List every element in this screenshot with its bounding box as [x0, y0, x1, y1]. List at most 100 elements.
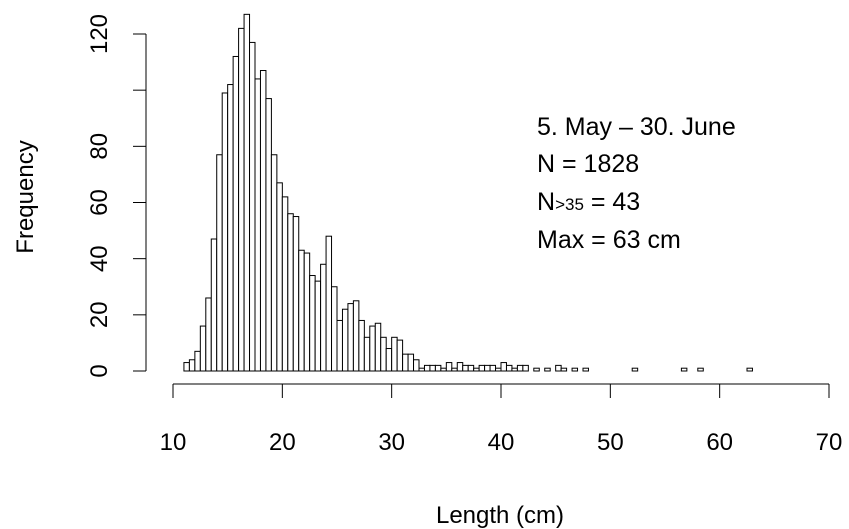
y-tick-label: 120: [86, 14, 113, 54]
annotation-n-over-35: N>35 = 43: [537, 188, 640, 216]
y-tick-label: 0: [86, 364, 113, 377]
histogram-bar: [555, 364, 562, 372]
histogram-bar: [456, 362, 464, 372]
x-tick-label: 60: [706, 429, 733, 456]
histogram-bar: [352, 300, 360, 372]
histogram-bar: [407, 353, 415, 372]
histogram-bar: [418, 367, 425, 372]
histogram-bar: [309, 275, 316, 372]
histogram-bar: [341, 308, 349, 372]
annotation-n-over-35-value: = 43: [584, 188, 640, 216]
histogram-bar: [298, 249, 305, 372]
histogram-bar: [434, 364, 442, 372]
histogram-bar: [369, 325, 376, 372]
histogram-bar: [320, 263, 327, 372]
y-tick-label: 80: [86, 133, 113, 160]
x-tick-label: 40: [488, 429, 515, 456]
histogram-bar: [325, 235, 333, 372]
histogram-bar: [560, 367, 568, 372]
annotation-block: 5. May – 30. June N = 1828 N>35 = 43 Max…: [537, 113, 736, 254]
histogram-bar: [385, 348, 393, 372]
histogram-bar: [303, 252, 311, 372]
histogram-bar: [238, 27, 245, 372]
histogram-bar: [259, 70, 267, 372]
histogram-bar: [227, 84, 234, 372]
x-tick-label: 70: [816, 429, 843, 456]
histogram-bar: [544, 367, 551, 372]
histogram-bar: [516, 364, 524, 372]
histogram-bar: [276, 182, 283, 372]
annotation-max: Max = 63 cm: [537, 226, 681, 254]
x-tick-label: 20: [269, 429, 296, 456]
annotation-n-subscript: >35: [555, 195, 584, 214]
x-axis: 10 20 30 40 50 60 70: [160, 383, 843, 456]
histogram-bar: [292, 216, 300, 372]
histogram-bar: [489, 364, 497, 372]
histogram-bar: [522, 364, 529, 372]
histogram-bar: [249, 41, 256, 372]
histogram-bar: [423, 364, 431, 372]
histogram-bar: [680, 367, 688, 372]
histogram-bar: [254, 78, 261, 372]
histogram-bar: [391, 336, 398, 372]
histogram-bar: [571, 367, 579, 372]
histogram-bar: [221, 92, 229, 372]
histogram-bar: [199, 325, 207, 372]
histogram-bar: [746, 367, 753, 372]
histogram-bar: [462, 364, 469, 372]
histogram-bar: [413, 359, 420, 372]
histogram-bars: [183, 13, 753, 372]
x-tick-label: 50: [597, 429, 624, 456]
histogram-bar: [445, 362, 453, 372]
histogram-bar: [374, 322, 382, 372]
histogram-bar: [281, 196, 289, 372]
histogram-bar: [205, 297, 212, 372]
histogram-bar: [511, 367, 518, 372]
histogram-bar: [287, 213, 294, 372]
histogram-bar: [505, 364, 513, 372]
histogram-bar: [429, 364, 436, 372]
histogram-bar: [232, 55, 240, 372]
histogram-bar: [440, 367, 447, 372]
histogram-bar: [243, 13, 251, 372]
histogram-bar: [402, 353, 409, 372]
y-tick-label: 60: [86, 189, 113, 216]
histogram-bar: [451, 367, 458, 372]
histogram-bar: [473, 367, 480, 372]
histogram-bar: [358, 319, 365, 372]
histogram-bar: [314, 280, 322, 372]
histogram-bar: [347, 303, 354, 372]
histogram-bar: [467, 364, 475, 372]
histogram-bar: [363, 336, 371, 372]
histogram-bar: [331, 286, 338, 372]
histogram-bar: [582, 367, 589, 372]
histogram-bar: [216, 154, 223, 372]
x-tick-label: 30: [378, 429, 405, 456]
histogram-bar: [631, 367, 639, 372]
y-axis-label: Frequency: [12, 140, 39, 253]
histogram-bar: [183, 362, 190, 372]
histogram-bar: [336, 319, 343, 372]
histogram-bar: [188, 359, 196, 372]
histogram-bar: [478, 364, 486, 372]
histogram-bar: [500, 362, 507, 372]
annotation-n-symbol: N: [537, 188, 555, 216]
histogram-bar: [265, 98, 272, 372]
annotation-date-range: 5. May – 30. June: [537, 113, 736, 141]
x-tick-label: 10: [160, 429, 187, 456]
histogram-bar: [210, 238, 218, 372]
histogram-bar: [396, 339, 404, 372]
histogram-bar: [270, 154, 278, 372]
y-tick-label: 40: [86, 245, 113, 272]
y-axis: 0 20 40 60 80 120: [86, 14, 147, 378]
annotation-n-total: N = 1828: [537, 150, 639, 178]
histogram-bar: [194, 350, 201, 372]
histogram-bar: [533, 367, 540, 372]
x-axis-label: Length (cm): [436, 502, 564, 529]
y-tick-label: 20: [86, 301, 113, 328]
histogram-bar: [495, 367, 502, 372]
histogram-bar: [380, 336, 387, 372]
histogram-bar: [697, 367, 704, 372]
histogram-bar: [484, 364, 491, 372]
